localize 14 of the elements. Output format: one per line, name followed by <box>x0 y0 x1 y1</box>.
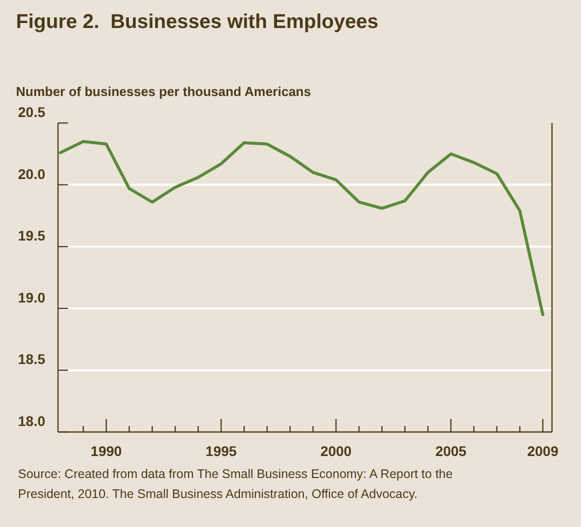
x-tick-label: 1995 <box>206 443 237 459</box>
x-tick-label: 1990 <box>90 443 122 459</box>
y-tick-label: 19.5 <box>18 228 46 244</box>
y-tick-label: 20.5 <box>18 104 46 120</box>
y-tick-label: 18.0 <box>18 413 46 429</box>
y-axis-title: Number of businesses per thousand Americans <box>16 84 311 99</box>
y-tick-label: 20.0 <box>18 166 46 182</box>
x-tick-label: 2005 <box>435 443 467 459</box>
y-tick-label: 18.5 <box>18 351 46 368</box>
chart-title: Figure 2. Businesses with Employees <box>16 11 378 33</box>
x-tick-label: 2009 <box>527 443 559 459</box>
x-tick-label: 2000 <box>320 443 352 459</box>
y-tick-label: 19.0 <box>18 289 46 306</box>
source-note: Source: Created from data from The Small Business Economy: A Report to the President, 2010. The Small Business Administration, Office of Advocacy. <box>18 467 453 501</box>
